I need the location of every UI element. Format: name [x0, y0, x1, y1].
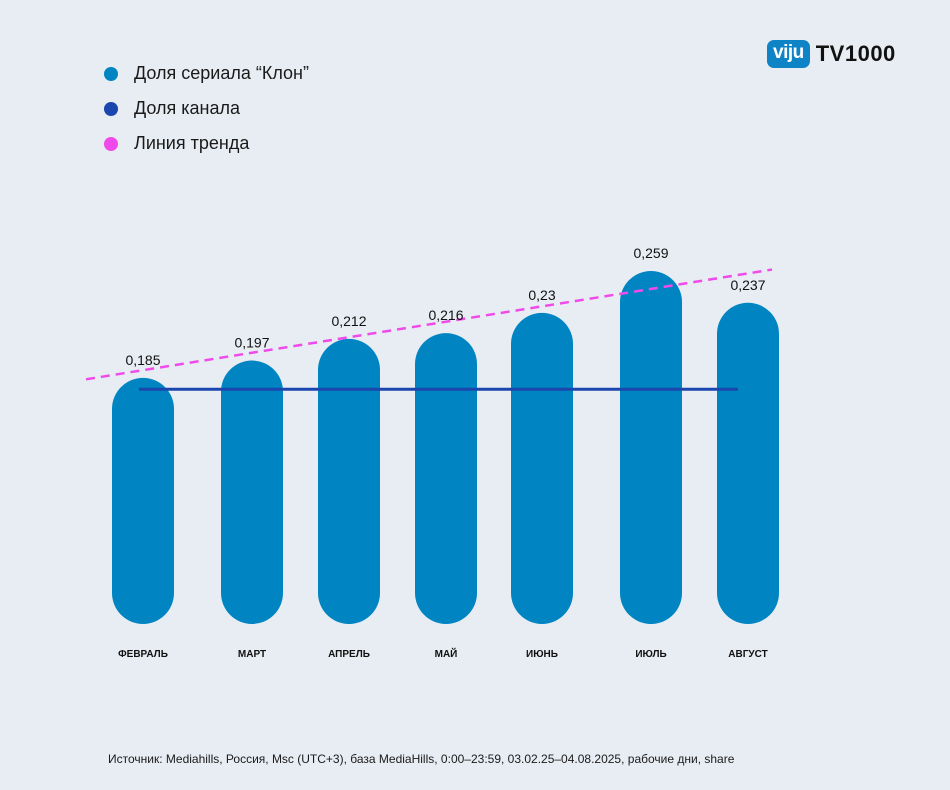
value-label-3: 0,212 [331, 313, 366, 329]
value-label-5: 0,23 [528, 287, 555, 303]
bar-4 [415, 333, 477, 624]
value-label-4: 0,216 [428, 307, 463, 323]
category-label-7: АВГУСТ [728, 649, 767, 660]
value-label-7: 0,237 [730, 277, 765, 293]
legend-dot-series [104, 66, 118, 81]
category-label-1: ФЕВРАЛЬ [118, 649, 168, 660]
logo-text: TV1000 [815, 41, 896, 66]
legend-dot-channel [104, 101, 118, 116]
legend-dot-trend [104, 136, 118, 151]
bar-5 [511, 312, 573, 624]
brand-logo: viju TV1000 [767, 40, 896, 68]
value-label-6: 0,259 [633, 245, 668, 261]
legend: Доля сериала “Клон” Доля канала Линия тр… [104, 56, 309, 161]
category-label-2: МАРТ [238, 649, 266, 660]
category-label-6: ИЮЛЬ [635, 649, 666, 660]
legend-item-channel: Доля канала [104, 91, 309, 126]
legend-label-channel: Доля канала [134, 98, 241, 118]
category-label-4: МАЙ [435, 647, 458, 660]
value-label-2: 0,197 [234, 335, 269, 351]
source-note: Источник: Mediahills, Россия, Msc (UTC+3… [108, 752, 735, 766]
legend-item-series: Доля сериала “Клон” [104, 56, 309, 91]
bar-1 [112, 377, 174, 624]
legend-item-trend: Линия тренда [104, 126, 309, 161]
legend-label-trend: Линия тренда [134, 133, 250, 153]
bar-3 [318, 338, 380, 624]
value-label-1: 0,185 [125, 352, 160, 368]
bar-2 [221, 360, 283, 624]
legend-label-series: Доля сериала “Клон” [134, 63, 309, 83]
category-label-3: АПРЕЛЬ [328, 649, 370, 660]
trend-line [85, 268, 773, 381]
category-label-5: ИЮНЬ [526, 649, 558, 660]
logo-badge: viju [767, 40, 810, 68]
bar-6 [620, 271, 682, 624]
bar-7 [717, 302, 779, 624]
